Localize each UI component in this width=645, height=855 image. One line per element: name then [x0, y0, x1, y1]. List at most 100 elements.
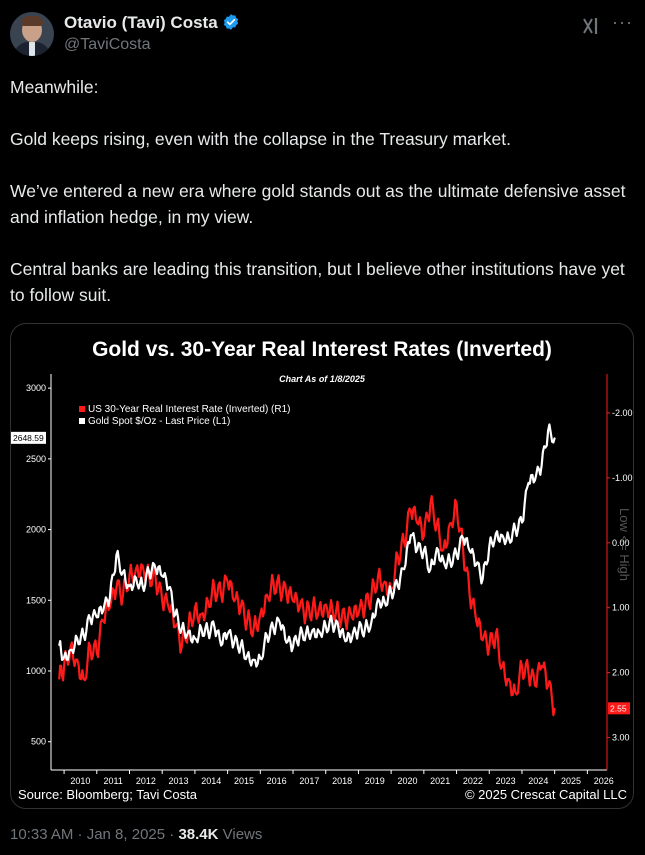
right-tick-label: 2.00	[612, 668, 630, 678]
more-options-icon[interactable]: ···	[612, 12, 633, 32]
author-name-row[interactable]: Otavio (Tavi) Costa	[64, 13, 240, 36]
x-tick-label: 2024	[528, 776, 548, 786]
data-point	[89, 618, 91, 620]
data-point	[76, 659, 78, 661]
data-point	[305, 613, 307, 615]
data-point	[554, 707, 556, 709]
data-point	[403, 542, 405, 544]
chart-title: Gold vs. 30-Year Real Interest Rates (In…	[92, 338, 552, 361]
data-point	[554, 437, 556, 439]
data-point	[168, 586, 170, 589]
tweet-timestamp[interactable]: 10:33 AM · Jan 8, 2025 ·	[10, 826, 179, 843]
data-point	[122, 571, 124, 573]
right-tick-label: -2.00	[612, 408, 633, 418]
data-point	[213, 626, 216, 628]
data-point	[462, 548, 464, 550]
legend-box	[73, 402, 343, 430]
tweet-meta: 10:33 AM · Jan 8, 2025 · 38.4K Views	[10, 826, 262, 843]
data-point	[436, 547, 438, 549]
data-point	[115, 587, 118, 589]
data-point	[495, 533, 497, 535]
data-point	[455, 503, 458, 505]
data-point	[96, 652, 98, 654]
data-point	[318, 607, 320, 609]
data-point	[501, 665, 503, 667]
chart-subtitle: Chart As of 1/8/2025	[279, 374, 365, 384]
data-point	[469, 550, 471, 552]
x-tick-label: 2025	[561, 776, 581, 786]
x-tick-label: 2016	[267, 776, 287, 786]
author-handle[interactable]: @TaviCosta	[64, 36, 151, 53]
chart-image-card[interactable]: 3000 2500 2000 1500 1000 500 -2.00 -1.00 0.00 1.0…	[10, 323, 634, 809]
data-point	[423, 550, 425, 552]
data-point	[174, 626, 176, 628]
data-point	[514, 691, 517, 693]
data-point	[83, 678, 85, 680]
data-point	[410, 509, 412, 511]
data-point	[58, 678, 60, 680]
tweet-paragraph: Central banks are leading this transitio…	[10, 259, 625, 305]
data-point	[194, 607, 196, 609]
data-point	[96, 616, 98, 618]
right-axis-label: Low <= High	[617, 508, 632, 581]
data-point	[397, 585, 399, 587]
data-point	[527, 672, 530, 674]
data-point	[220, 594, 222, 596]
x-tick-label: 2026	[594, 776, 614, 786]
tweet-paragraph: We’ve entered a new era where gold stand…	[10, 181, 626, 227]
data-point	[259, 657, 261, 659]
x-tick-label: 2020	[397, 776, 417, 786]
x-tick-label: 2021	[430, 776, 450, 786]
data-point	[76, 637, 78, 640]
data-point	[266, 635, 268, 637]
data-point	[462, 537, 464, 539]
views-count: 38.4K	[178, 826, 219, 843]
right-tick-label: 1.00	[612, 603, 630, 613]
grok-icon[interactable]	[581, 16, 601, 41]
data-point	[220, 644, 222, 647]
data-point	[155, 577, 157, 580]
data-point	[279, 587, 281, 589]
data-point	[377, 598, 379, 600]
data-point	[534, 479, 536, 481]
data-point	[181, 627, 183, 630]
author-name[interactable]: Otavio (Tavi) Costa	[64, 13, 218, 32]
data-point	[200, 613, 203, 615]
data-point	[527, 482, 530, 484]
x-tick-label: 2018	[332, 776, 352, 786]
data-point	[357, 613, 360, 615]
data-point	[325, 603, 327, 606]
data-point	[161, 600, 163, 602]
data-point	[187, 630, 189, 632]
data-point	[227, 633, 229, 635]
right-tick-label: 3.00	[612, 733, 630, 743]
data-point	[357, 629, 360, 631]
data-point	[109, 596, 111, 599]
data-point	[292, 646, 294, 648]
data-point	[423, 535, 425, 537]
data-point	[403, 568, 405, 570]
data-point	[338, 629, 340, 631]
data-point	[547, 429, 549, 432]
data-point	[135, 568, 137, 570]
legend-swatch	[79, 418, 85, 424]
x-tick-label: 2014	[201, 776, 221, 786]
data-point	[109, 607, 111, 609]
data-point	[416, 522, 418, 524]
tweet-header: Otavio (Tavi) Costa @TaviCosta ···	[10, 12, 635, 58]
data-point	[351, 616, 353, 619]
data-point	[213, 587, 216, 589]
x-tick-label: 2017	[299, 776, 319, 786]
data-point	[540, 665, 543, 667]
data-point	[102, 620, 104, 622]
data-point	[128, 585, 131, 587]
data-point	[508, 537, 510, 539]
avatar[interactable]	[10, 12, 54, 56]
data-point	[338, 613, 340, 615]
data-point	[514, 528, 517, 531]
data-point	[495, 633, 497, 635]
data-point	[70, 649, 72, 651]
data-point	[253, 626, 255, 628]
data-point	[259, 613, 261, 615]
data-point	[521, 665, 523, 667]
